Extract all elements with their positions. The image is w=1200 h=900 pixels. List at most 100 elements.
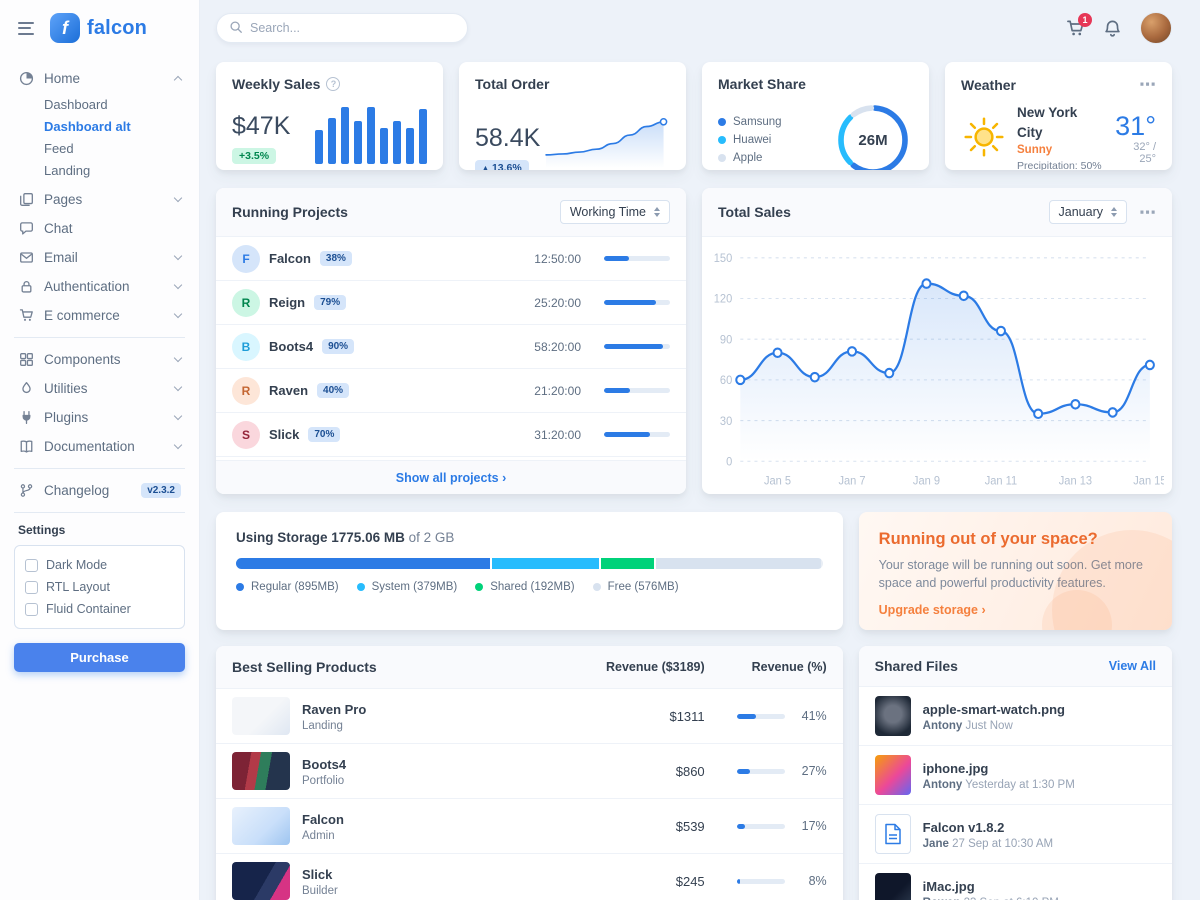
card-menu-icon[interactable]: ⋯ xyxy=(1139,202,1156,222)
legend-label: Regular (895MB) xyxy=(251,581,339,593)
nav-label: Utilities xyxy=(44,381,88,396)
view-all-link[interactable]: View All xyxy=(1108,659,1156,673)
using-storage-card: Using Storage 1775.06 MB of 2 GB Regular… xyxy=(216,512,843,630)
sidebar-item-documentation[interactable]: Documentation xyxy=(14,432,185,461)
product-revenue: $245 xyxy=(675,873,705,889)
weather-precipitation: Precipitation: 50% xyxy=(1017,159,1102,170)
product-revenue: $539 xyxy=(675,818,705,834)
sidebar-item-changelog[interactable]: Changelog v2.3.2 xyxy=(14,476,185,505)
legend-label: Huawei xyxy=(733,134,772,146)
total-order-badge: ▲ 13.6% xyxy=(475,160,529,170)
project-progress-bar xyxy=(604,388,670,393)
file-user: Jane xyxy=(922,837,949,850)
checkbox[interactable] xyxy=(25,580,38,594)
project-name[interactable]: Falcon xyxy=(269,251,311,266)
shared-file-row[interactable]: iphone.jpg Antony Yesterday at 1:30 PM xyxy=(858,746,1172,805)
cart-button[interactable]: 1 xyxy=(1066,12,1092,38)
storage-progress-bar xyxy=(236,558,823,569)
shared-file-row[interactable]: Falcon v1.8.2 Jane 27 Sep at 10:30 AM xyxy=(858,805,1172,864)
chevron-right-icon: › xyxy=(981,603,986,618)
falcon-logo-icon: f xyxy=(50,13,80,43)
legend-dot-shared xyxy=(475,583,484,591)
svg-text:Jan 9: Jan 9 xyxy=(913,475,940,487)
lock-icon xyxy=(18,279,34,294)
product-percent: 41% xyxy=(801,709,827,723)
svg-text:Jan 5: Jan 5 xyxy=(764,475,791,487)
product-type[interactable]: Landing xyxy=(302,719,343,732)
checkbox-label: RTL Layout xyxy=(46,580,110,594)
product-name[interactable]: Slick xyxy=(302,867,333,883)
sidebar-item-email[interactable]: Email xyxy=(14,243,185,272)
product-name[interactable]: Boots4 xyxy=(302,757,347,773)
falcon-logo[interactable]: f falcon xyxy=(50,13,147,43)
stats-row: Weekly Sales ? $47K +3.5% Total Order xyxy=(216,62,1172,170)
product-name[interactable]: Falcon xyxy=(302,812,344,828)
project-row: F Falcon 38% 12:50:00 xyxy=(216,237,686,281)
home-submenu: Dashboard Dashboard alt Feed Landing xyxy=(14,93,185,185)
file-name[interactable]: iphone.jpg xyxy=(922,761,989,777)
storage-segment-free xyxy=(655,558,821,569)
sidebar-item-pages[interactable]: Pages xyxy=(14,185,185,214)
shared-file-row[interactable]: apple-smart-watch.png Antony Just Now xyxy=(858,687,1172,746)
project-name[interactable]: Boots4 xyxy=(269,339,314,354)
sidebar-item-components[interactable]: Components xyxy=(14,345,185,374)
sidebar-item-authentication[interactable]: Authentication xyxy=(14,272,185,301)
search-input[interactable] xyxy=(250,21,455,35)
product-revenue: $860 xyxy=(675,763,705,779)
sidebar-item-dashboard[interactable]: Dashboard xyxy=(44,96,108,112)
sidebar-item-utilities[interactable]: Utilities xyxy=(14,374,185,403)
sidebar-item-home[interactable]: Home xyxy=(14,64,185,93)
sidebar-item-landing[interactable]: Landing xyxy=(44,162,91,178)
show-all-projects-link[interactable]: Show all projects › xyxy=(396,471,506,485)
sidebar-item-feed[interactable]: Feed xyxy=(44,140,74,156)
fluid-container-toggle[interactable]: Fluid Container xyxy=(25,598,174,620)
sidebar-nav: Home Dashboard Dashboard alt Feed Landin… xyxy=(14,64,185,672)
project-percent-badge: 38% xyxy=(319,251,352,266)
project-time: 31:20:00 xyxy=(534,427,581,442)
sort-arrows-icon xyxy=(1111,207,1117,217)
user-avatar[interactable] xyxy=(1140,12,1172,44)
version-badge: v2.3.2 xyxy=(141,483,181,498)
legend-dot-apple xyxy=(718,154,726,162)
card-title: Weekly Sales xyxy=(232,76,321,92)
dark-mode-toggle[interactable]: Dark Mode xyxy=(25,554,174,576)
notifications-bell-button[interactable] xyxy=(1103,19,1122,38)
checkbox[interactable] xyxy=(25,602,38,616)
product-type[interactable]: Admin xyxy=(302,829,335,842)
sidebar-item-plugins[interactable]: Plugins xyxy=(14,403,185,432)
weekly-sales-badge: +3.5% xyxy=(232,148,277,164)
purchase-button[interactable]: Purchase xyxy=(14,643,185,672)
project-name[interactable]: Raven xyxy=(269,383,309,398)
svg-text:Jan 13: Jan 13 xyxy=(1059,475,1092,487)
card-menu-icon[interactable]: ⋯ xyxy=(1139,75,1156,94)
file-name[interactable]: apple-smart-watch.png xyxy=(922,702,1065,718)
product-name[interactable]: Raven Pro xyxy=(302,702,367,718)
search-box[interactable] xyxy=(216,13,468,43)
sidebar-item-dashboard-alt[interactable]: Dashboard alt xyxy=(44,118,131,134)
checkbox[interactable] xyxy=(25,558,38,572)
help-icon[interactable]: ? xyxy=(326,77,341,91)
envelope-icon xyxy=(18,250,34,265)
month-select[interactable]: January xyxy=(1048,200,1127,224)
hamburger-menu-icon[interactable] xyxy=(14,18,38,39)
file-name[interactable]: iMac.jpg xyxy=(922,879,975,895)
file-name[interactable]: Falcon v1.8.2 xyxy=(922,820,1005,836)
settings-group: Dark Mode RTL Layout Fluid Container xyxy=(14,545,185,629)
project-name[interactable]: Slick xyxy=(269,427,300,442)
sidebar-item-chat[interactable]: Chat xyxy=(14,214,185,243)
product-type[interactable]: Builder xyxy=(302,884,338,897)
chevron-right-icon: › xyxy=(502,471,507,485)
project-time: 58:20:00 xyxy=(534,339,581,354)
chevron-down-icon xyxy=(173,353,183,363)
shared-file-row[interactable]: iMac.jpg Rowen 23 Sep at 6:10 PM xyxy=(859,864,1172,900)
svg-text:120: 120 xyxy=(714,294,732,306)
project-time: 25:20:00 xyxy=(534,295,581,310)
upgrade-storage-link[interactable]: Upgrade storage › xyxy=(879,603,986,617)
plug-icon xyxy=(18,410,34,425)
working-time-select[interactable]: Working Time xyxy=(559,200,670,224)
card-title: Weather xyxy=(961,76,1016,93)
rtl-layout-toggle[interactable]: RTL Layout xyxy=(25,576,174,598)
sidebar-item-ecommerce[interactable]: E commerce xyxy=(14,301,185,330)
project-name[interactable]: Reign xyxy=(269,295,306,310)
product-type[interactable]: Portfolio xyxy=(302,774,345,787)
